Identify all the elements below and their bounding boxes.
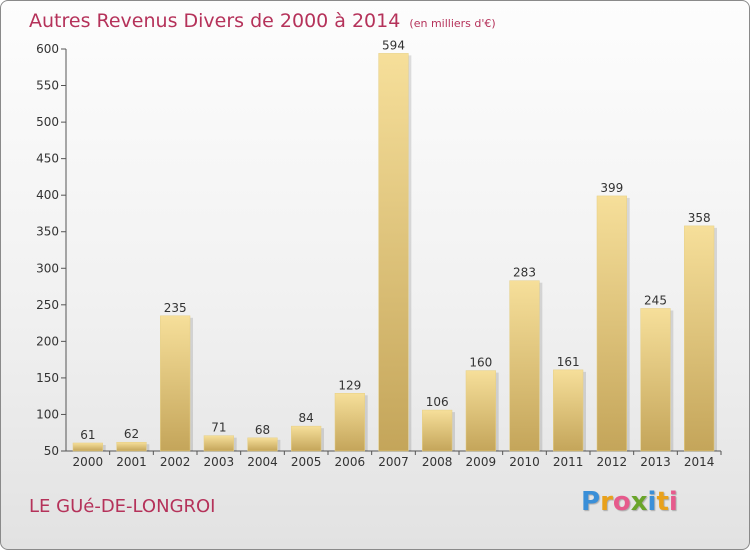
x-tick-label: 2010: [509, 455, 540, 469]
y-tick-label: 100: [36, 407, 59, 421]
bar: [247, 437, 278, 452]
bar: [596, 195, 627, 452]
bar-value-label: 235: [164, 301, 187, 315]
y-tick-label: 200: [36, 334, 59, 348]
bar-value-label: 106: [426, 395, 449, 409]
x-tick-label: 2011: [553, 455, 584, 469]
bar-value-label: 594: [382, 38, 405, 52]
x-tick-label: 2009: [466, 455, 497, 469]
bar: [378, 53, 409, 452]
y-tick-label: 550: [36, 79, 59, 93]
logo-letter: i: [668, 487, 678, 517]
x-tick-label: 2003: [204, 455, 235, 469]
bar-value-label: 245: [644, 293, 667, 307]
y-tick-label: 250: [36, 298, 59, 312]
logo-letter: o: [612, 487, 631, 517]
y-tick-label: 600: [36, 42, 59, 56]
bar: [465, 370, 496, 452]
bar-value-label: 283: [513, 266, 536, 280]
logo-letter: x: [630, 487, 648, 517]
bar-value-label: 62: [124, 427, 139, 441]
bar: [334, 393, 365, 452]
bar-value-label: 68: [255, 423, 270, 437]
x-tick-label: 2000: [73, 455, 104, 469]
chart-title: Autres Revenus Divers de 2000 à 2014: [29, 10, 401, 32]
logo-letter: t: [656, 487, 669, 517]
x-tick-label: 2008: [422, 455, 453, 469]
y-tick-label: 400: [36, 188, 59, 202]
bar: [116, 441, 147, 452]
x-axis: 2000 2001 2002 2003 2004 2005 2006 2007 2008 2009…: [66, 450, 722, 469]
logo-letter: i: [647, 487, 657, 517]
y-tick-label: 450: [36, 152, 59, 166]
x-tick-label: 2007: [378, 455, 409, 469]
bar: [291, 425, 322, 452]
bar-value-label: 161: [557, 355, 580, 369]
bar: [422, 409, 453, 452]
bar-value-label: 61: [80, 428, 95, 442]
bar-value-label: 129: [338, 378, 361, 392]
bar: [684, 225, 715, 452]
bar: [160, 315, 191, 452]
x-tick-label: 2013: [640, 455, 671, 469]
x-tick-label: 2012: [597, 455, 628, 469]
x-tick-label: 2001: [116, 455, 147, 469]
chart-subtitle: (en milliers d'€): [409, 17, 496, 30]
x-tick-label: 2004: [247, 455, 278, 469]
bar: [640, 308, 671, 452]
y-tick-label: 150: [36, 371, 59, 385]
y-tick-label: 500: [36, 115, 59, 129]
y-tick-label: 350: [36, 225, 59, 239]
y-axis: 50 100 150 200 250 300 350 400 450 500 550 600: [36, 42, 67, 458]
logo-letter: P: [581, 487, 601, 517]
x-tick-label: 2006: [335, 455, 366, 469]
bar-value-label: 358: [688, 211, 711, 225]
bar-value-label: 399: [600, 181, 623, 195]
bar-value-label: 84: [299, 411, 314, 425]
chart-title-block: Autres Revenus Divers de 2000 à 2014 (en…: [29, 10, 496, 32]
x-tick-label: 2005: [291, 455, 322, 469]
bar: [72, 442, 103, 452]
bar: [553, 369, 584, 452]
logo-letter: r: [600, 487, 613, 517]
commune-name: LE GUé-DE-LONGROI: [29, 496, 216, 517]
bar-value-label: 160: [469, 356, 492, 370]
x-tick-label: 2014: [684, 455, 715, 469]
proxiti-logo[interactable]: Proxiti: [581, 487, 678, 517]
bars: 61 62 235 71 68 84 129 594 106 160 283 161 399 245 358: [72, 38, 718, 452]
y-tick-label: 300: [36, 261, 59, 275]
y-tick-label: 50: [44, 444, 59, 458]
bar: [509, 280, 540, 452]
bar: [203, 435, 234, 452]
x-tick-label: 2002: [160, 455, 191, 469]
bar-value-label: 71: [211, 421, 226, 435]
